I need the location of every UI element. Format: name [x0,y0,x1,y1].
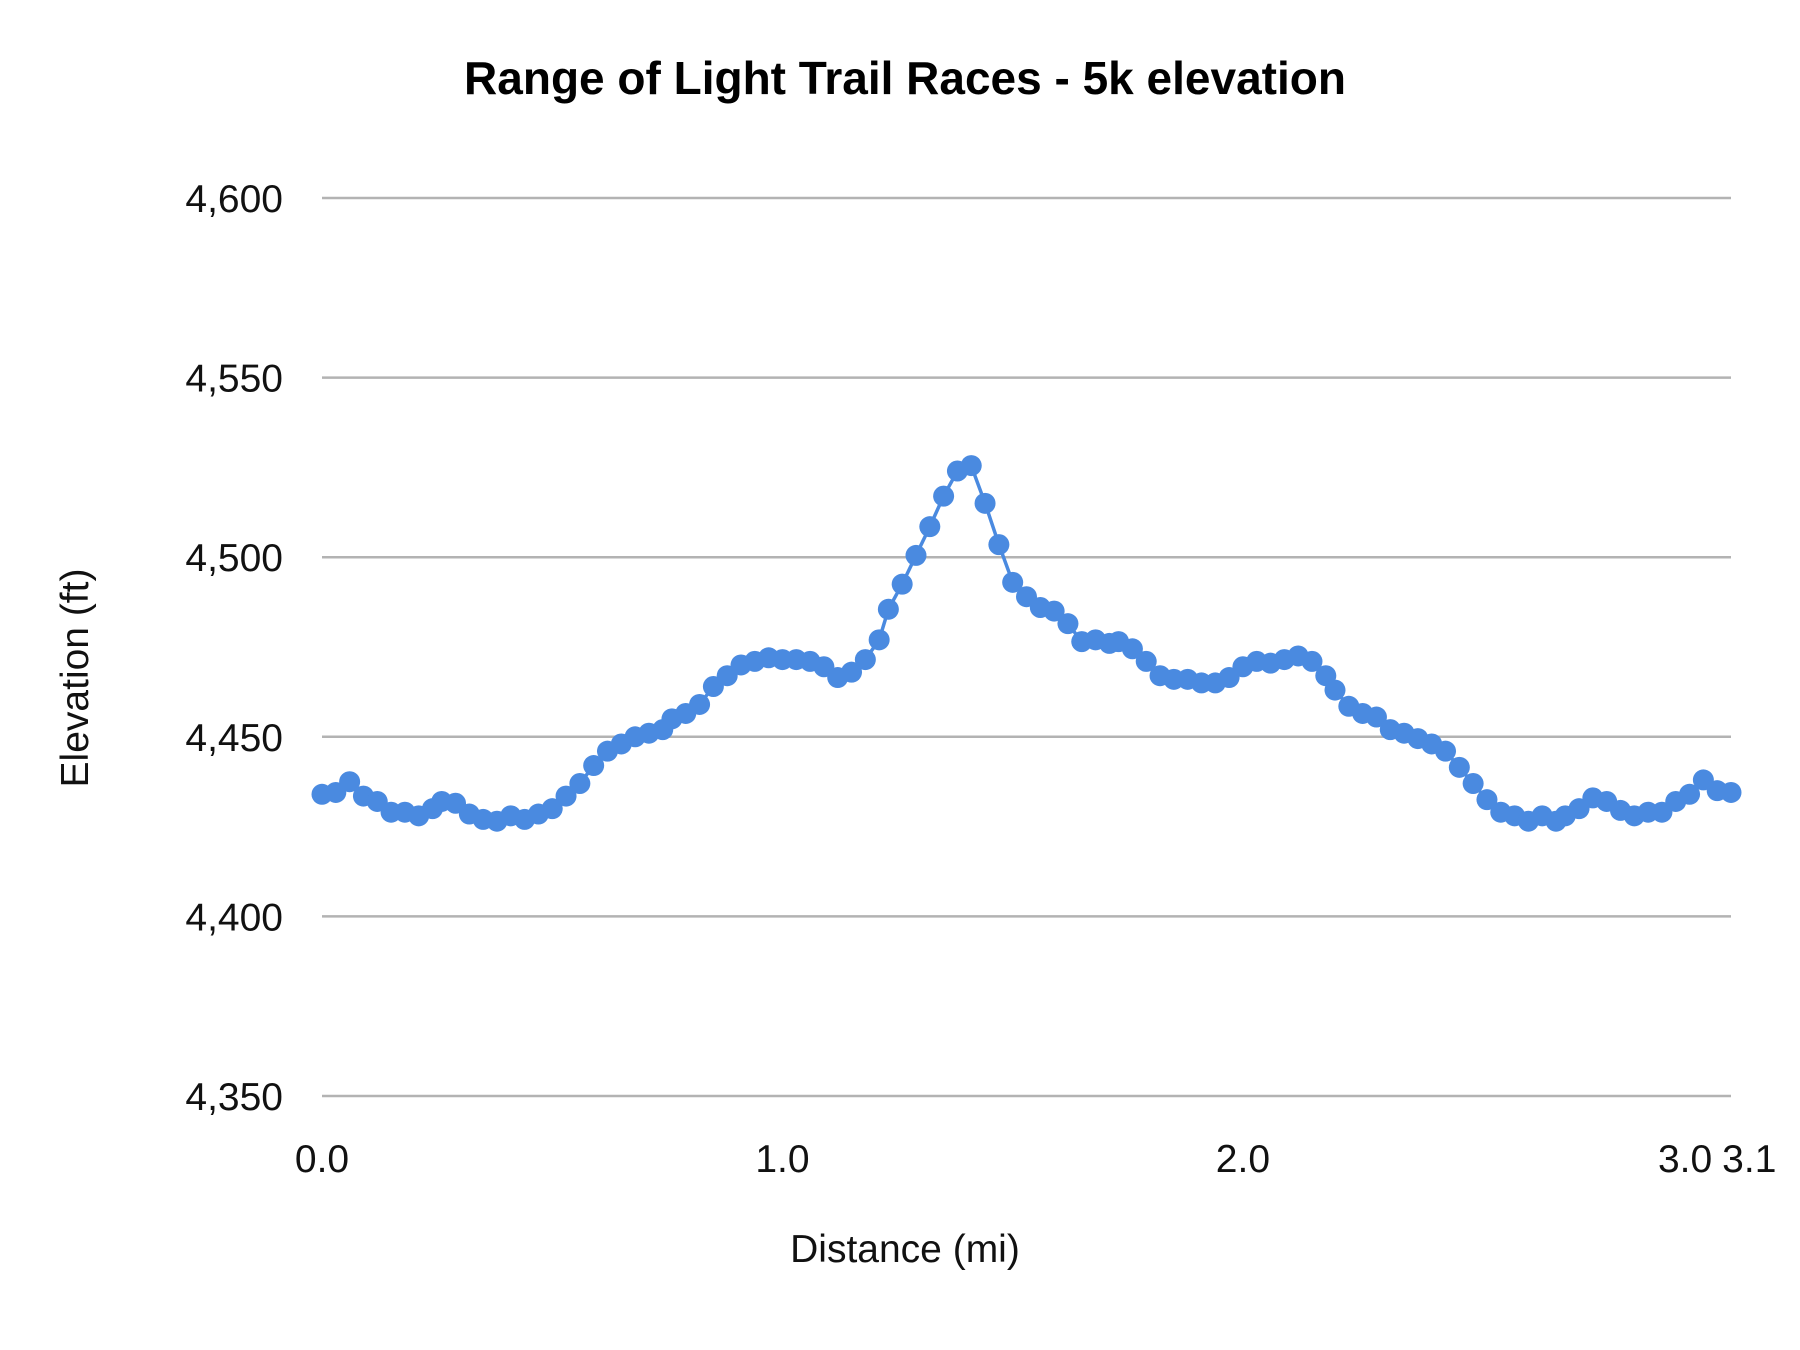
data-point [1121,638,1143,660]
y-tick-label: 4,400 [185,896,283,939]
data-point [1462,772,1484,794]
data-point [1057,613,1079,635]
x-tick-label: 3.1 [1722,1138,1776,1181]
data-point [974,492,996,514]
data-point [583,755,605,777]
data-point [1301,650,1323,672]
y-axis-title: Elevation (ft) [54,569,97,788]
data-point [1679,783,1701,805]
data-point [891,573,913,595]
data-point [555,785,577,807]
data-point [689,693,711,715]
data-point [1720,781,1742,803]
data-point [1448,756,1470,778]
y-tick-label: 4,450 [185,717,283,760]
x-axis-ticks: 0.0 1.0 2.0 3.0 3.1 [295,1138,1777,1181]
x-tick-label: 0.0 [295,1138,349,1181]
x-tick-label: 2.0 [1216,1138,1270,1181]
y-tick-label: 4,550 [185,358,283,401]
data-point [905,544,927,566]
chart-title: Range of Light Trail Races - 5k elevatio… [464,52,1346,104]
y-tick-label: 4,600 [185,178,283,221]
x-axis-title: Distance (mi) [790,1228,1020,1271]
data-point [877,598,899,620]
y-tick-label: 4,500 [185,537,283,580]
gridlines [322,196,1731,1098]
data-point [868,629,890,651]
series-line [321,463,1732,824]
data-point [988,534,1010,556]
x-tick-label: 1.0 [755,1138,809,1181]
x-tick-label: 3.0 [1658,1138,1712,1181]
data-point [960,455,982,477]
y-axis-ticks: 4,600 4,550 4,500 4,450 4,400 4,350 [185,178,283,1119]
series-elevation [311,455,1742,832]
data-point [1002,571,1024,593]
data-point [1365,706,1387,728]
data-point [1324,679,1346,701]
data-point [933,485,955,507]
data-point [541,798,563,820]
data-point [854,649,876,671]
data-point [569,772,591,794]
data-point [841,661,863,683]
data-point [1043,600,1065,622]
y-tick-label: 4,350 [185,1076,283,1119]
data-point [1435,740,1457,762]
data-point [1135,650,1157,672]
data-point [339,771,361,793]
data-point [919,516,941,538]
data-point [1476,789,1498,811]
